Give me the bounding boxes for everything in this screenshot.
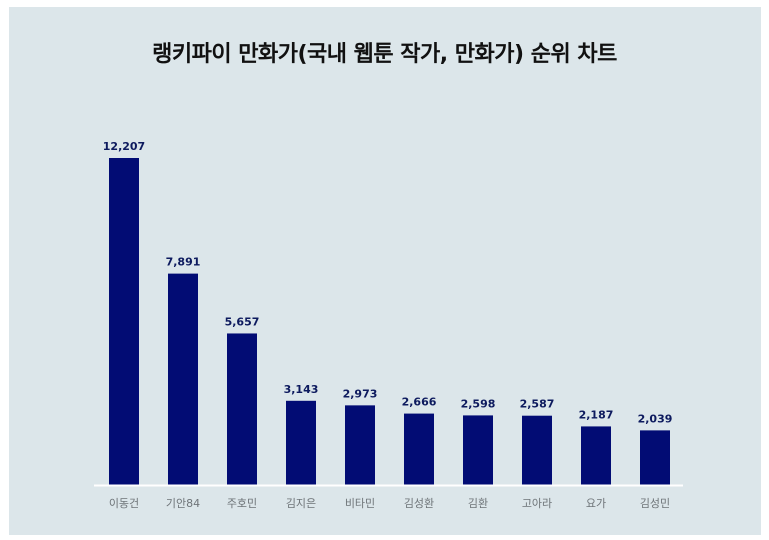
value-label-2: 7,891	[166, 256, 201, 269]
category-label-8: 고아라	[522, 497, 552, 510]
bar-7	[463, 415, 493, 485]
category-label-5: 비타민	[345, 497, 375, 510]
category-label-1: 이동건	[109, 497, 139, 510]
category-label-10: 김성민	[640, 497, 670, 510]
bar-3	[227, 333, 257, 485]
bar-2	[168, 273, 198, 485]
bar-9	[581, 426, 611, 485]
category-label-9: 요가	[586, 497, 606, 510]
chart-title: 랭키파이 만화가(국내 웹툰 작가, 만화가) 순위 차트	[152, 42, 617, 67]
category-label-7: 김환	[468, 497, 488, 510]
value-label-5: 2,973	[343, 387, 378, 400]
category-label-3: 주호민	[227, 497, 257, 510]
bar-5	[345, 405, 375, 485]
value-label-1: 12,207	[103, 140, 145, 153]
bar-1	[109, 158, 139, 485]
bar-8	[522, 415, 552, 485]
value-label-3: 5,657	[225, 315, 260, 328]
labels-group: 12,207 이동건 7,891 기안84 5,657 주호민 3,143 김지은 2,973 비…	[103, 140, 673, 510]
value-label-4: 3,143	[284, 383, 319, 396]
value-label-10: 2,039	[638, 412, 673, 425]
category-label-2: 기안84	[166, 497, 200, 510]
value-label-9: 2,187	[579, 408, 614, 421]
bar-10	[640, 430, 670, 485]
category-label-4: 김지은	[286, 497, 316, 510]
value-label-7: 2,598	[461, 397, 496, 410]
bars-group	[109, 158, 670, 485]
category-label-6: 김성환	[404, 497, 434, 510]
bar-6	[404, 413, 434, 485]
value-label-6: 2,666	[402, 396, 437, 409]
value-label-8: 2,587	[520, 398, 555, 411]
bar-4	[286, 400, 316, 485]
